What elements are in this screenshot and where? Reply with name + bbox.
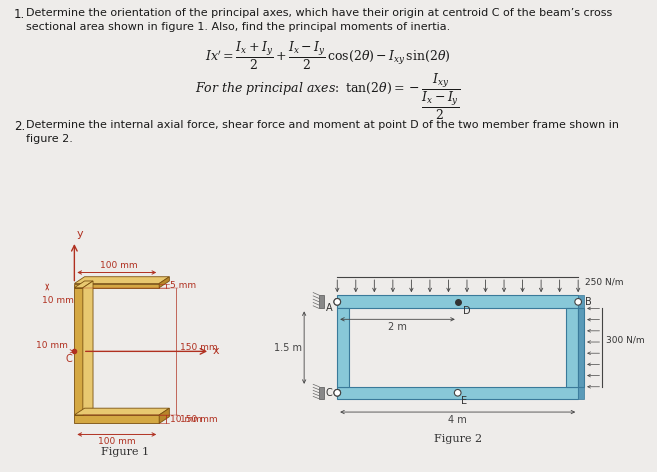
Text: 10 mm: 10 mm bbox=[42, 296, 74, 305]
Text: y: y bbox=[77, 228, 83, 238]
Bar bbox=[337, 309, 350, 387]
Text: 4 m: 4 m bbox=[448, 415, 467, 425]
Circle shape bbox=[334, 298, 340, 305]
Text: 100 mm: 100 mm bbox=[98, 437, 136, 446]
Text: x: x bbox=[213, 346, 219, 356]
Circle shape bbox=[334, 298, 340, 305]
Text: B: B bbox=[585, 297, 592, 307]
Text: C: C bbox=[326, 388, 332, 398]
Text: 1.5 m: 1.5 m bbox=[275, 343, 302, 353]
Text: 300 N/m: 300 N/m bbox=[606, 335, 645, 344]
Text: 2.: 2. bbox=[14, 120, 25, 133]
Polygon shape bbox=[159, 408, 170, 423]
Text: 10 mm: 10 mm bbox=[35, 341, 68, 350]
Polygon shape bbox=[74, 284, 159, 288]
Text: Figure 2: Figure 2 bbox=[434, 434, 482, 444]
Polygon shape bbox=[74, 288, 83, 415]
Text: 150 mm: 150 mm bbox=[179, 343, 217, 352]
Bar bbox=[337, 387, 578, 399]
Polygon shape bbox=[74, 277, 170, 284]
Text: $Ix' = \dfrac{I_x+I_y}{2}+\dfrac{I_x-I_y}{2}\,\mathrm{cos}(2\theta)-I_{xy}\,\mat: $Ix' = \dfrac{I_x+I_y}{2}+\dfrac{I_x-I_y… bbox=[205, 40, 451, 72]
Text: E: E bbox=[461, 396, 467, 406]
Polygon shape bbox=[74, 415, 159, 423]
Text: 5 mm: 5 mm bbox=[170, 281, 196, 290]
Bar bbox=[319, 387, 324, 399]
Text: A: A bbox=[326, 303, 332, 313]
Text: sectional area shown in figure 1. Also, find the principal moments of inertia.: sectional area shown in figure 1. Also, … bbox=[26, 22, 450, 32]
Circle shape bbox=[334, 389, 340, 396]
Polygon shape bbox=[74, 281, 93, 288]
Text: Figure 1: Figure 1 bbox=[101, 447, 149, 457]
Text: 1.: 1. bbox=[14, 8, 25, 21]
Circle shape bbox=[334, 389, 340, 396]
Polygon shape bbox=[74, 408, 170, 415]
Text: 2 m: 2 m bbox=[388, 322, 407, 332]
Text: Determine the orientation of the principal axes, which have their origin at cent: Determine the orientation of the princip… bbox=[26, 8, 612, 18]
Bar bbox=[319, 295, 324, 309]
Text: Determine the internal axial force, shear force and moment at point D of the two: Determine the internal axial force, shea… bbox=[26, 120, 619, 130]
Polygon shape bbox=[83, 281, 93, 415]
Text: D: D bbox=[463, 306, 470, 316]
Text: 250 N/m: 250 N/m bbox=[585, 278, 624, 287]
Text: $\mathit{For\ the\ principal\ axes\!:}\ \tan(2\theta)=-\dfrac{I_{xy}}{\dfrac{I_x: $\mathit{For\ the\ principal\ axes\!:}\ … bbox=[195, 72, 461, 122]
Text: figure 2.: figure 2. bbox=[26, 134, 73, 144]
Bar bbox=[578, 295, 584, 309]
Bar bbox=[337, 295, 578, 309]
Bar bbox=[578, 387, 584, 399]
Bar bbox=[566, 309, 578, 387]
Text: 100 mm: 100 mm bbox=[100, 261, 137, 270]
Text: C: C bbox=[65, 354, 72, 364]
Bar bbox=[578, 309, 584, 387]
Circle shape bbox=[575, 298, 581, 305]
Text: 150 mm: 150 mm bbox=[179, 415, 217, 424]
Circle shape bbox=[455, 389, 461, 396]
Text: 10 mm: 10 mm bbox=[170, 415, 202, 424]
Polygon shape bbox=[159, 277, 170, 288]
